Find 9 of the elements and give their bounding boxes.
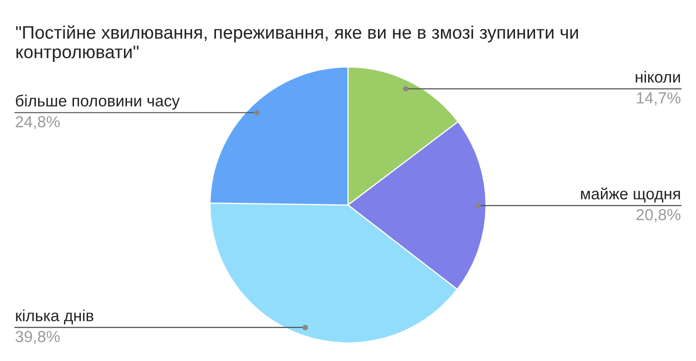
data-label: 20,8% <box>636 209 680 222</box>
data-label: 39,8% <box>16 330 60 344</box>
data-label: 14,7% <box>636 92 680 106</box>
slice-label: ніколи <box>636 70 680 83</box>
slice-label: кілька днів <box>16 310 94 324</box>
slice-label: майже щодня <box>581 187 680 202</box>
chart-title: "Постійне хвилювання, переживання, яке ви не в змозі зупинити чи контролювати" <box>16 25 578 62</box>
slice-label: більше половини часу <box>16 94 180 110</box>
data-label: 24,8% <box>16 116 60 130</box>
